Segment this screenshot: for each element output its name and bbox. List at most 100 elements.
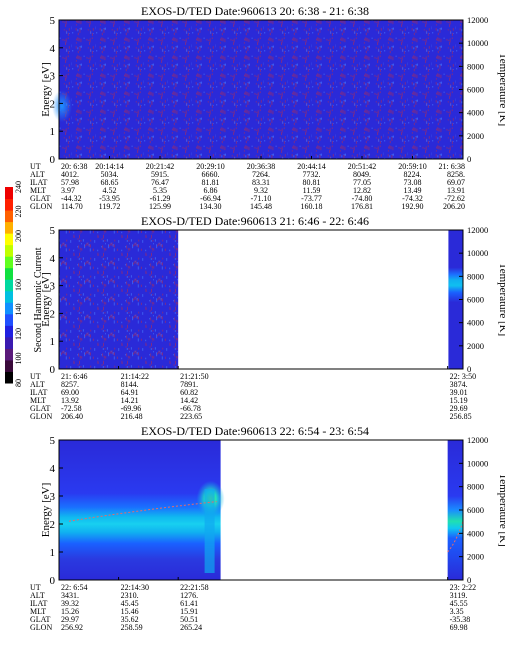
y-tick-label: 2 <box>50 308 56 320</box>
ephemeris-cell: 23: 2:22 <box>450 583 476 592</box>
ephemeris-cell: 80.81 <box>303 178 321 187</box>
heatmap-segment <box>59 440 221 580</box>
ephemeris-cell: -61.29 <box>150 194 171 203</box>
colorbar-swatch <box>5 279 13 292</box>
ephemeris-cell: 64.91 <box>121 388 139 397</box>
ephemeris-cell: 35.62 <box>121 615 139 624</box>
ephemeris-cell: 61.41 <box>180 599 198 608</box>
row-label: GLON <box>30 623 52 632</box>
heatmap-streak <box>204 489 215 573</box>
ephemeris-cell: 176.81 <box>351 202 373 211</box>
colorbar-swatch <box>5 325 13 338</box>
ephemeris-cell: 125.99 <box>149 202 171 211</box>
y2-tick-label: 2000 <box>467 131 484 141</box>
ephemeris-cell: 8258. <box>447 170 465 179</box>
ephemeris-cell: 2310. <box>121 591 139 600</box>
row-label: ILAT <box>30 178 47 187</box>
heatmap-segment <box>59 230 179 369</box>
ephemeris-cell: 3.35 <box>450 607 464 616</box>
ephemeris-cell: 20:59:10 <box>398 162 426 171</box>
ephemeris-cell: 20:21:42 <box>146 162 174 171</box>
y-axis-label: Energy [eV] <box>40 272 52 326</box>
y-tick-label: 4 <box>50 253 56 265</box>
ephemeris-cell: 20:29:10 <box>196 162 224 171</box>
y-tick-label: 3 <box>50 491 56 503</box>
y-tick-label: 5 <box>50 225 56 237</box>
row-label: GLON <box>30 202 52 211</box>
ephemeris-cell: 7264. <box>252 170 270 179</box>
y-tick-label: 1 <box>50 547 56 559</box>
colorbar-tick-label: 100 <box>14 353 23 365</box>
ephemeris-cell: -66.78 <box>180 404 201 413</box>
y-tick-label: 4 <box>50 43 56 55</box>
y2-tick-label: 12000 <box>467 225 488 235</box>
ephemeris-cell: 6.86 <box>204 186 218 195</box>
y-tick-label: 3 <box>50 281 56 293</box>
ephemeris-cell: 68.65 <box>101 178 119 187</box>
heatmap-segment <box>447 440 463 580</box>
colorbar-swatch <box>5 336 13 349</box>
ephemeris-cell: 73.08 <box>404 178 422 187</box>
y-tick-label: 0 <box>50 575 56 587</box>
row-label: UT <box>30 372 41 381</box>
colorbar-swatch <box>5 290 13 303</box>
y2-tick-label: 6000 <box>467 505 484 515</box>
colorbar-swatch <box>5 256 13 269</box>
y-tick-label: 2 <box>50 519 56 531</box>
row-label: ILAT <box>30 599 47 608</box>
ephemeris-cell: 145.48 <box>250 202 272 211</box>
ephemeris-cell: 13.91 <box>447 186 465 195</box>
panel-title: EXOS-D/TED Date:960613 21: 6:46 - 22: 6:… <box>141 214 369 228</box>
colorbar-swatch <box>5 233 13 246</box>
y-tick-label: 1 <box>50 126 56 138</box>
ephemeris-cell: 15.91 <box>180 607 198 616</box>
row-label: GLAT <box>30 404 51 413</box>
colorbar-tick-label: 180 <box>14 255 23 267</box>
ephemeris-cell: 83.31 <box>252 178 270 187</box>
ephemeris-cell: -66.94 <box>200 194 221 203</box>
y2-tick-label: 10000 <box>467 38 488 48</box>
ephemeris-cell: 12.82 <box>353 186 371 195</box>
row-label: GLON <box>30 412 52 421</box>
row-label: ALT <box>30 591 45 600</box>
ephemeris-cell: -74.80 <box>352 194 373 203</box>
y-axis-label: Energy [eV] <box>40 62 52 116</box>
colorbar-swatch <box>5 187 13 200</box>
y2-tick-label: 10000 <box>467 458 488 468</box>
y-tick-label: 2 <box>50 98 56 110</box>
ephemeris-cell: 22: 6:54 <box>61 583 87 592</box>
ephemeris-cell: 22: 3:50 <box>450 372 476 381</box>
colorbar-swatch <box>5 302 13 315</box>
y-tick-label: 5 <box>50 15 56 27</box>
colorbar: 80 100 120 140 160 180 200 220 240 Second Harmoni… <box>5 181 44 387</box>
heatmap <box>52 20 463 159</box>
ephemeris-cell: 21:21:50 <box>180 372 208 381</box>
ephemeris-cell: 14.42 <box>180 396 198 405</box>
row-label: MLT <box>30 396 46 405</box>
y2-tick-label: 0 <box>467 364 471 374</box>
y2-tick-label: 8000 <box>467 482 484 492</box>
y2-tick-label: 2000 <box>467 341 484 351</box>
ephemeris-cell: 119.72 <box>99 202 121 211</box>
row-label: UT <box>30 583 41 592</box>
colorbar-tick-label: 160 <box>14 279 23 291</box>
ephemeris-cell: 39.01 <box>450 388 468 397</box>
ephemeris-cell: 13.92 <box>61 396 79 405</box>
panel-2: EXOS-D/TED Date:960613 21: 6:46 - 22: 6:… <box>30 214 505 421</box>
y2-tick-label: 8000 <box>467 271 484 281</box>
ephemeris-cell: 7732. <box>303 170 321 179</box>
ephemeris-cell: 5.35 <box>153 186 167 195</box>
y-axis-label: Energy [eV] <box>40 483 52 537</box>
ephemeris-cell: -44.32 <box>61 194 82 203</box>
colorbar-tick-label: 240 <box>14 181 23 193</box>
ephemeris-cell: 50.51 <box>180 615 198 624</box>
ephemeris-cell: 160.18 <box>301 202 323 211</box>
ephemeris-cell: 8224. <box>404 170 422 179</box>
y2-tick-label: 2000 <box>467 552 484 562</box>
colorbar-swatch <box>5 313 13 326</box>
colorbar-swatch <box>5 221 13 234</box>
heatmap-blob <box>52 90 72 123</box>
heatmap-segment <box>59 20 463 159</box>
row-label: ALT <box>30 170 45 179</box>
row-label: GLAT <box>30 194 51 203</box>
